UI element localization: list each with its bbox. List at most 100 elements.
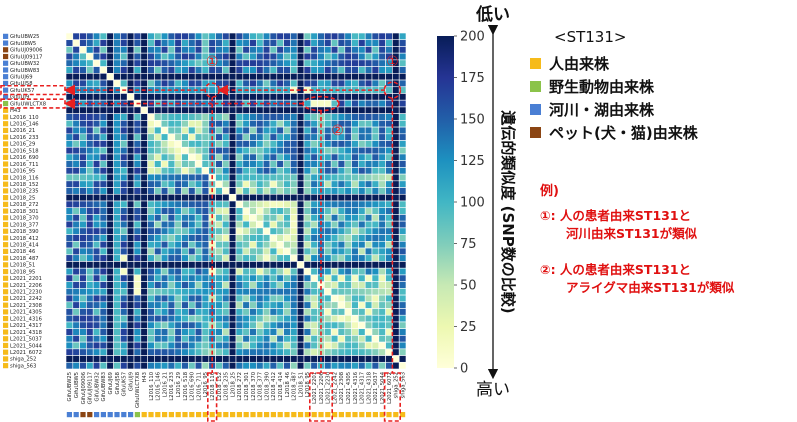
heatmap-cell [174, 193, 182, 202]
heatmap-cell [154, 173, 162, 182]
heatmap-cell [398, 241, 407, 249]
heatmap-cell [147, 341, 155, 350]
heatmap-cell [154, 294, 162, 303]
heatmap-cell [235, 46, 244, 54]
heatmap-cell [181, 79, 189, 88]
heatmap-cell [215, 321, 223, 329]
similarity-low-label: 低い [475, 4, 510, 25]
heatmap-cell [269, 261, 278, 269]
heatmap-cell [378, 308, 386, 316]
row-label: L2021_2206 [10, 283, 42, 289]
row-source-swatch [3, 309, 9, 315]
heatmap-cell [140, 355, 148, 363]
heatmap-cell [215, 267, 223, 276]
heatmap-cell [398, 288, 407, 296]
heatmap-cell [364, 120, 373, 128]
heatmap-cell [222, 321, 230, 329]
heatmap-cell [113, 234, 121, 242]
heatmap-cell [283, 241, 291, 249]
heatmap-cell [364, 32, 373, 41]
heatmap-cell [92, 120, 101, 128]
heatmap-cell [120, 261, 128, 269]
heatmap-cell [174, 200, 182, 209]
heatmap-cell [337, 200, 346, 209]
heatmap-cell [92, 314, 101, 323]
heatmap-cell [79, 220, 87, 229]
heatmap-cell [194, 200, 203, 209]
colorbar-tick-label: 75 [460, 237, 477, 252]
heatmap-cell [378, 99, 386, 108]
heatmap-cell [167, 254, 176, 262]
heatmap-cell [147, 153, 155, 161]
heatmap-cell [228, 281, 237, 289]
heatmap-cell [167, 314, 176, 323]
heatmap-cell [133, 59, 142, 67]
heatmap-cell [303, 153, 312, 161]
heatmap-cell [310, 247, 318, 256]
heatmap-cell [106, 46, 114, 54]
heatmap-cell [106, 153, 114, 161]
heatmap-cell [358, 294, 366, 303]
heatmap-cell [194, 39, 203, 47]
heatmap-cell [133, 308, 142, 316]
row-label: L2016_110 [10, 115, 39, 121]
heatmap-cell [126, 308, 135, 316]
heatmap-cell [99, 301, 108, 309]
heatmap-cell [120, 79, 128, 88]
heatmap-cell [242, 59, 250, 67]
heatmap-cell [378, 207, 386, 215]
heatmap-cell [324, 274, 332, 282]
column-source-swatch [291, 412, 297, 418]
heatmap-cell [398, 180, 407, 188]
heatmap-cell [324, 113, 332, 121]
row-source-swatch [3, 356, 9, 362]
heatmap-cell [222, 79, 230, 88]
row-label: GifuUWLCTX8 [10, 101, 46, 107]
heatmap-cell [385, 308, 393, 316]
heatmap-cell [269, 146, 278, 155]
heatmap-cell [99, 146, 108, 155]
heatmap-cell [99, 32, 108, 41]
heatmap-cell [398, 214, 407, 222]
heatmap-cell [126, 187, 135, 195]
heatmap-cell [290, 314, 298, 323]
heatmap-cell [242, 93, 250, 101]
row-source-swatch [3, 282, 9, 288]
heatmap-cell [99, 120, 108, 128]
heatmap-cell [249, 335, 257, 343]
heatmap-cell [106, 200, 114, 209]
column-label: L2021_5037 [373, 372, 379, 404]
heatmap-cell [154, 355, 162, 363]
heatmap-cell [249, 106, 257, 114]
heatmap-cell [99, 106, 108, 114]
heatmap-cell [194, 355, 203, 363]
heatmap-cell [140, 301, 148, 309]
heatmap-cell [154, 321, 162, 329]
heatmap-cell [303, 140, 312, 148]
heatmap-cell [276, 73, 284, 81]
heatmap-cell [283, 106, 291, 114]
heatmap-cell [120, 32, 128, 41]
heatmap-cell [296, 187, 305, 195]
heatmap-cell [86, 93, 94, 101]
heatmap-cell [378, 46, 386, 54]
heatmap-cell [290, 66, 298, 74]
heatmap-cell [249, 254, 257, 262]
heatmap-cell [344, 254, 352, 262]
heatmap-cell [371, 93, 380, 101]
heatmap-cell [344, 106, 352, 114]
heatmap-cell [106, 52, 114, 61]
heatmap-cell [72, 234, 80, 242]
heatmap-cell [106, 93, 114, 101]
heatmap-cell [201, 314, 210, 323]
heatmap-cell [351, 73, 359, 81]
heatmap-cell [235, 59, 244, 67]
heatmap-cell [215, 348, 223, 356]
heatmap-cell [147, 180, 155, 188]
heatmap-cell [201, 39, 210, 47]
heatmap-cell [160, 274, 169, 282]
heatmap-cell [222, 241, 230, 249]
heatmap-cell [92, 241, 101, 249]
heatmap-cell [228, 341, 237, 350]
heatmap-cell [194, 308, 203, 316]
